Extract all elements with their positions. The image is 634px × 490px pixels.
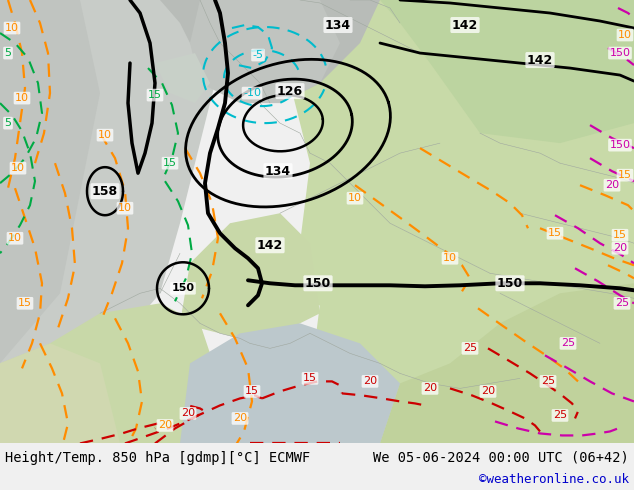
Text: 20: 20 bbox=[233, 414, 247, 423]
Text: 10: 10 bbox=[118, 203, 132, 213]
Text: 150: 150 bbox=[172, 283, 195, 294]
Text: We 05-06-2024 00:00 UTC (06+42): We 05-06-2024 00:00 UTC (06+42) bbox=[373, 451, 629, 465]
Text: 15: 15 bbox=[303, 373, 317, 383]
Text: 15: 15 bbox=[163, 158, 177, 168]
Text: 10: 10 bbox=[618, 30, 632, 40]
Text: 20: 20 bbox=[605, 180, 619, 190]
Text: 142: 142 bbox=[257, 239, 283, 252]
Polygon shape bbox=[155, 53, 210, 103]
Text: 5: 5 bbox=[4, 118, 11, 128]
Text: 20: 20 bbox=[613, 243, 627, 253]
Polygon shape bbox=[0, 0, 100, 364]
Text: 15: 15 bbox=[18, 298, 32, 308]
Text: 25: 25 bbox=[615, 298, 629, 308]
Text: 25: 25 bbox=[541, 376, 555, 387]
Text: 15: 15 bbox=[618, 170, 632, 180]
Text: -10: -10 bbox=[243, 88, 261, 98]
Text: -5: -5 bbox=[252, 50, 264, 60]
Text: 20: 20 bbox=[423, 383, 437, 393]
Text: 15: 15 bbox=[548, 228, 562, 238]
Polygon shape bbox=[380, 0, 634, 143]
Text: 10: 10 bbox=[15, 93, 29, 103]
Text: ©weatheronline.co.uk: ©weatheronline.co.uk bbox=[479, 473, 629, 487]
Polygon shape bbox=[0, 343, 120, 443]
Text: 134: 134 bbox=[325, 19, 351, 31]
Text: 10: 10 bbox=[8, 233, 22, 243]
Text: 142: 142 bbox=[527, 53, 553, 67]
Text: 15: 15 bbox=[245, 387, 259, 396]
Text: Height/Temp. 850 hPa [gdmp][°C] ECMWF: Height/Temp. 850 hPa [gdmp][°C] ECMWF bbox=[5, 451, 310, 465]
Text: 150: 150 bbox=[609, 140, 630, 150]
Text: 20: 20 bbox=[181, 409, 195, 418]
Polygon shape bbox=[380, 283, 634, 443]
Text: 10: 10 bbox=[5, 23, 19, 33]
Text: 10: 10 bbox=[98, 130, 112, 140]
Text: 158: 158 bbox=[92, 185, 118, 197]
Text: 142: 142 bbox=[452, 19, 478, 31]
Polygon shape bbox=[290, 0, 634, 443]
Text: 25: 25 bbox=[463, 343, 477, 353]
Text: 20: 20 bbox=[158, 420, 172, 430]
Polygon shape bbox=[160, 0, 380, 103]
Text: 20: 20 bbox=[363, 376, 377, 387]
Text: 25: 25 bbox=[561, 339, 575, 348]
Text: 10: 10 bbox=[11, 163, 25, 173]
Text: 10: 10 bbox=[348, 193, 362, 203]
Text: 5: 5 bbox=[4, 48, 11, 58]
Polygon shape bbox=[180, 323, 400, 443]
Text: 134: 134 bbox=[265, 165, 291, 178]
Text: 150: 150 bbox=[497, 277, 523, 290]
Text: 150: 150 bbox=[609, 48, 630, 58]
Text: 15: 15 bbox=[148, 90, 162, 100]
Polygon shape bbox=[0, 0, 220, 383]
Text: 126: 126 bbox=[277, 85, 303, 98]
Polygon shape bbox=[0, 303, 220, 443]
Text: 15: 15 bbox=[613, 230, 627, 240]
Polygon shape bbox=[300, 113, 520, 323]
Text: 10: 10 bbox=[443, 253, 457, 263]
Polygon shape bbox=[190, 0, 340, 103]
Polygon shape bbox=[180, 213, 320, 343]
Text: 20: 20 bbox=[481, 387, 495, 396]
Text: 150: 150 bbox=[305, 277, 331, 290]
Text: 25: 25 bbox=[553, 411, 567, 420]
